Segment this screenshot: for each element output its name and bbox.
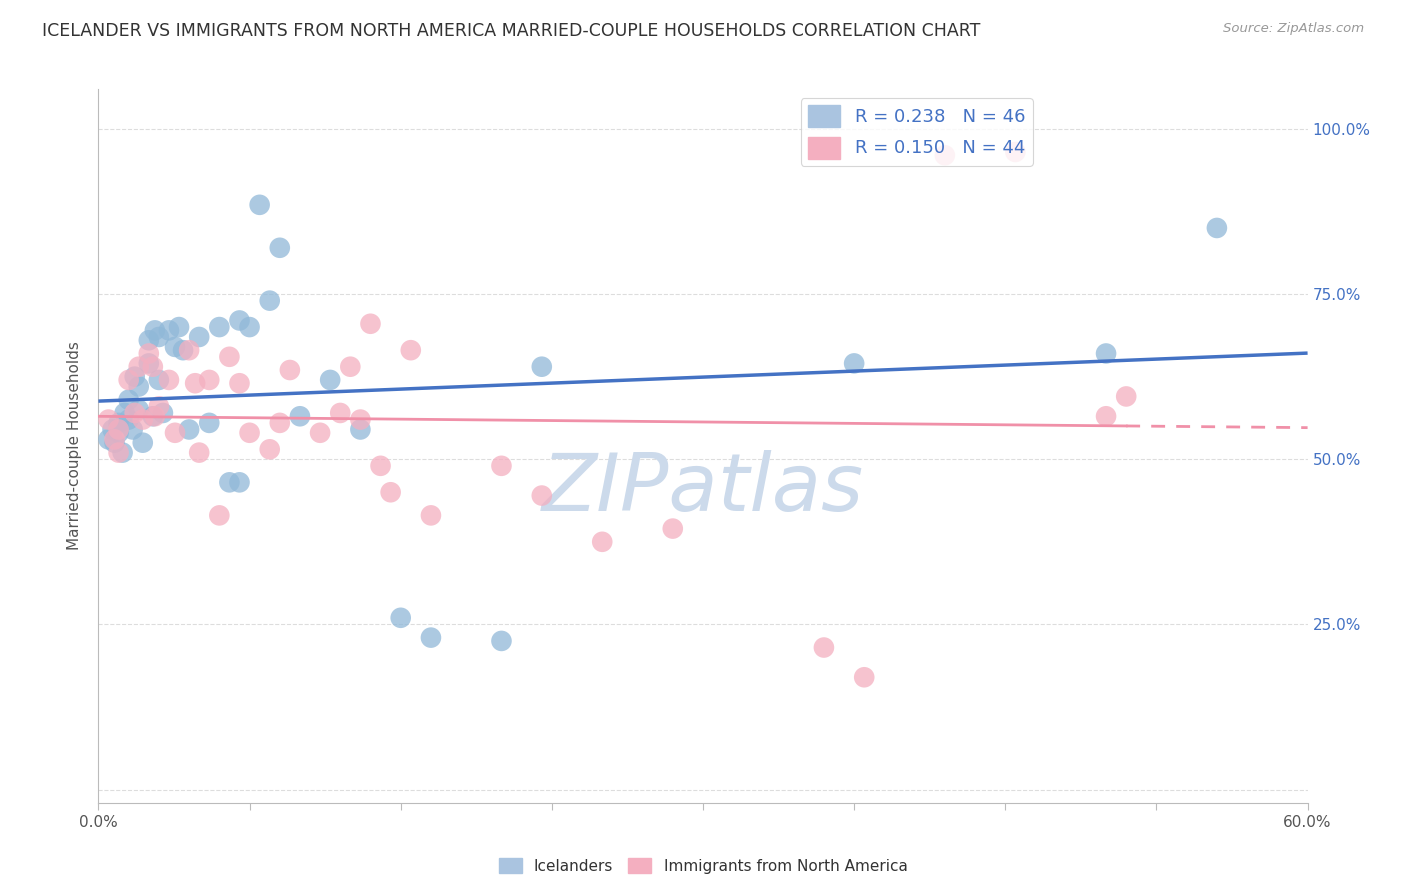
Point [114,406,136,420]
Point [118,373,141,387]
Point [339,359,361,374]
Point [228,376,250,391]
Point [218,350,240,364]
Point [218,475,240,490]
Point [107,422,129,436]
Point [1206,221,1229,235]
Point [813,640,835,655]
Text: ZIPatlas: ZIPatlas [541,450,865,528]
Point [228,475,250,490]
Point [124,406,146,420]
Point [143,409,166,424]
Point [111,445,134,459]
Point [1095,409,1118,424]
Point [389,611,412,625]
Point [349,422,371,436]
Point [157,373,180,387]
Point [844,356,866,370]
Point [142,359,165,374]
Text: Source: ZipAtlas.com: Source: ZipAtlas.com [1223,22,1364,36]
Point [491,634,513,648]
Point [198,373,221,387]
Point [309,425,332,440]
Point [288,409,311,424]
Point [349,412,371,426]
Point [208,508,231,523]
Point [138,356,160,370]
Point [239,320,262,334]
Point [269,241,291,255]
Text: ICELANDER VS IMMIGRANTS FROM NORTH AMERICA MARRIED-COUPLE HOUSEHOLDS CORRELATION: ICELANDER VS IMMIGRANTS FROM NORTH AMERI… [42,22,980,40]
Point [329,406,352,420]
Point [239,425,262,440]
Point [172,343,194,358]
Point [380,485,402,500]
Point [662,522,685,536]
Point [491,458,513,473]
Point [128,359,150,374]
Point [121,422,143,436]
Point [934,148,956,162]
Point [853,670,876,684]
Point [128,402,150,417]
Point [249,198,271,212]
Point [118,412,141,426]
Point [360,317,382,331]
Point [107,416,129,430]
Point [591,534,613,549]
Point [1115,389,1137,403]
Point [179,422,201,436]
Point [107,445,129,459]
Point [124,369,146,384]
Point [420,508,443,523]
Point [138,333,160,347]
Point [188,445,211,459]
Point [103,433,125,447]
Point [148,400,170,414]
Point [184,376,207,391]
Point [107,425,129,440]
Point [152,406,174,420]
Y-axis label: Married-couple Households: Married-couple Households [67,342,83,550]
Point [228,313,250,327]
Point [420,631,443,645]
Point [179,343,201,358]
Point [319,373,342,387]
Point [138,346,160,360]
Legend: R = 0.238   N = 46, R = 0.150   N = 44: R = 0.238 N = 46, R = 0.150 N = 44 [800,98,1032,166]
Point [370,458,392,473]
Point [132,435,155,450]
Point [128,379,150,393]
Point [278,363,301,377]
Point [118,392,141,407]
Point [259,442,281,457]
Point [157,323,180,337]
Point [208,320,231,334]
Point [530,359,553,374]
Point [148,373,170,387]
Point [1004,145,1026,159]
Point [188,330,211,344]
Point [163,425,186,440]
Point [97,412,120,426]
Point [148,330,170,344]
Point [103,435,125,450]
Point [143,323,166,337]
Point [101,422,124,436]
Point [167,320,190,334]
Legend: Icelanders, Immigrants from North America: Icelanders, Immigrants from North Americ… [492,852,914,880]
Point [259,293,281,308]
Point [142,409,165,424]
Point [269,416,291,430]
Point [198,416,221,430]
Point [163,340,186,354]
Point [399,343,422,358]
Point [132,412,155,426]
Point [530,489,553,503]
Point [97,433,120,447]
Point [1095,346,1118,360]
